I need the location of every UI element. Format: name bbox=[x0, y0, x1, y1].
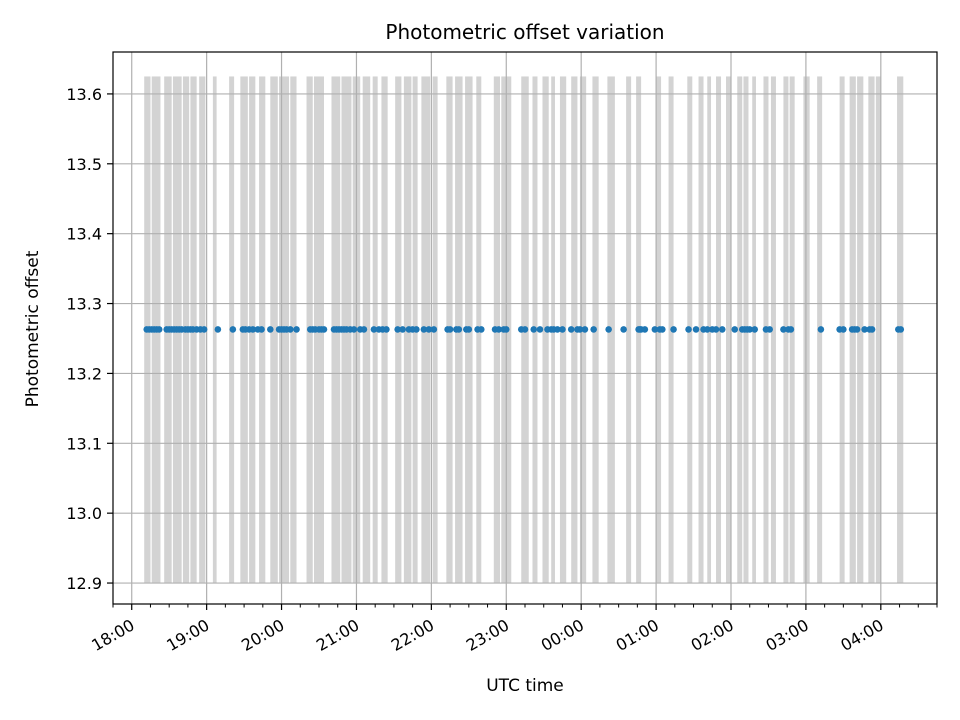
data-point bbox=[360, 326, 368, 333]
plot-area: 18:00 19:00 20:00 21:00 22:00 23:00 00:00 01:00… bbox=[66, 51, 938, 655]
y-tick-label: 13.0 bbox=[66, 504, 102, 523]
data-point bbox=[731, 326, 739, 333]
data-point bbox=[214, 326, 222, 333]
y-tick-label: 13.4 bbox=[66, 225, 102, 244]
data-point bbox=[590, 326, 597, 333]
coverage-band bbox=[726, 76, 731, 584]
y-tick-label: 13.6 bbox=[66, 85, 102, 104]
data-point bbox=[530, 326, 538, 333]
data-point bbox=[685, 326, 692, 333]
data-point bbox=[576, 326, 584, 333]
data-point bbox=[712, 326, 720, 333]
coverage-band bbox=[270, 76, 278, 584]
data-point bbox=[399, 326, 406, 333]
data-point bbox=[780, 326, 787, 333]
data-point bbox=[383, 326, 390, 333]
data-point bbox=[766, 326, 774, 333]
data-point bbox=[853, 326, 861, 333]
data-point bbox=[420, 326, 428, 333]
coverage-band bbox=[770, 76, 776, 584]
data-point bbox=[370, 326, 378, 333]
data-point bbox=[267, 326, 274, 333]
coverage-band bbox=[803, 76, 810, 584]
data-point bbox=[200, 326, 208, 333]
data-point bbox=[455, 326, 463, 333]
y-tick-label: 13.3 bbox=[66, 295, 102, 314]
data-point bbox=[718, 326, 726, 333]
data-point bbox=[746, 326, 754, 333]
data-point bbox=[495, 326, 503, 333]
data-point bbox=[692, 326, 700, 333]
y-tick-label: 13.5 bbox=[66, 155, 102, 174]
data-point bbox=[350, 326, 358, 333]
data-point bbox=[581, 326, 589, 333]
data-point bbox=[286, 326, 294, 333]
chart-title: Photometric offset variation bbox=[385, 20, 664, 44]
data-point bbox=[670, 326, 677, 333]
x-axis-title: UTC time bbox=[486, 676, 564, 696]
data-point bbox=[521, 326, 529, 333]
data-point bbox=[465, 326, 473, 333]
data-point bbox=[641, 326, 649, 333]
data-point bbox=[229, 326, 237, 333]
coverage-band bbox=[875, 76, 881, 584]
data-point bbox=[559, 326, 566, 333]
data-point bbox=[320, 326, 328, 333]
data-point bbox=[897, 326, 905, 333]
data-point bbox=[430, 326, 438, 333]
data-point bbox=[861, 326, 868, 333]
data-point bbox=[635, 326, 642, 333]
data-point bbox=[293, 326, 300, 333]
data-point bbox=[425, 326, 433, 333]
data-point bbox=[155, 326, 163, 333]
coverage-band bbox=[626, 76, 632, 584]
data-point bbox=[554, 326, 561, 333]
data-point bbox=[605, 326, 612, 333]
y-tick-label: 12.9 bbox=[66, 574, 102, 593]
y-tick-label: 13.2 bbox=[66, 364, 102, 383]
data-point bbox=[751, 326, 759, 333]
data-point bbox=[659, 326, 666, 333]
data-point bbox=[249, 326, 257, 333]
data-point bbox=[394, 326, 401, 333]
data-point bbox=[502, 326, 510, 333]
data-point bbox=[258, 326, 265, 333]
data-point bbox=[536, 326, 544, 333]
y-axis-title: Photometric offset bbox=[23, 250, 43, 407]
data-point bbox=[413, 326, 420, 333]
data-point bbox=[840, 326, 847, 333]
data-point bbox=[703, 326, 711, 333]
data-point bbox=[567, 326, 575, 333]
data-point bbox=[446, 326, 454, 333]
data-point bbox=[868, 326, 876, 333]
data-point bbox=[620, 326, 627, 333]
y-tick-label: 13.1 bbox=[66, 434, 102, 453]
data-point bbox=[817, 326, 825, 333]
data-point bbox=[478, 326, 485, 333]
data-point bbox=[787, 326, 795, 333]
data-point bbox=[651, 326, 659, 333]
